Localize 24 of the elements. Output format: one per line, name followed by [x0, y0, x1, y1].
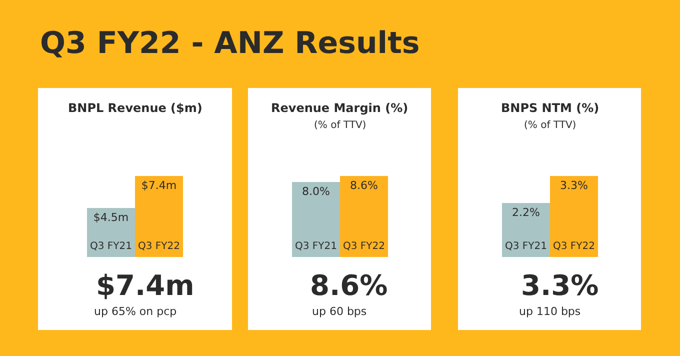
- text: $7.4m: [96, 269, 194, 302]
- text: up 60 bps: [312, 305, 367, 318]
- data-label: $4.5m: [93, 211, 129, 224]
- data-label: 8.0%: [302, 185, 330, 198]
- chart-subtitle: (% of TTV): [524, 120, 576, 131]
- chart-title: Revenue Margin (%): [271, 101, 408, 115]
- text: up 110 bps: [519, 305, 581, 318]
- text: up 65% on pcp: [94, 305, 177, 318]
- data-label: 2.2%: [512, 206, 540, 219]
- x-tick-label: Q3 FY22: [138, 241, 180, 252]
- chart-title: BNPS NTM (%): [501, 101, 600, 115]
- x-tick-label: Q3 FY21: [295, 241, 337, 252]
- data-label: 3.3%: [560, 179, 588, 192]
- data-label: $7.4m: [141, 179, 177, 192]
- x-tick-label: Q3 FY21: [90, 241, 132, 252]
- chart-subtitle: (% of TTV): [314, 120, 366, 131]
- text: 3.3%: [521, 269, 599, 302]
- chart-title: BNPL Revenue ($m): [68, 101, 202, 115]
- x-tick-label: Q3 FY22: [553, 241, 595, 252]
- x-tick-label: Q3 FY21: [505, 241, 547, 252]
- text: 8.6%: [310, 269, 388, 302]
- x-tick-label: Q3 FY22: [343, 241, 385, 252]
- data-label: 8.6%: [350, 179, 378, 192]
- text: Q3 FY22 - ANZ Results: [40, 26, 420, 61]
